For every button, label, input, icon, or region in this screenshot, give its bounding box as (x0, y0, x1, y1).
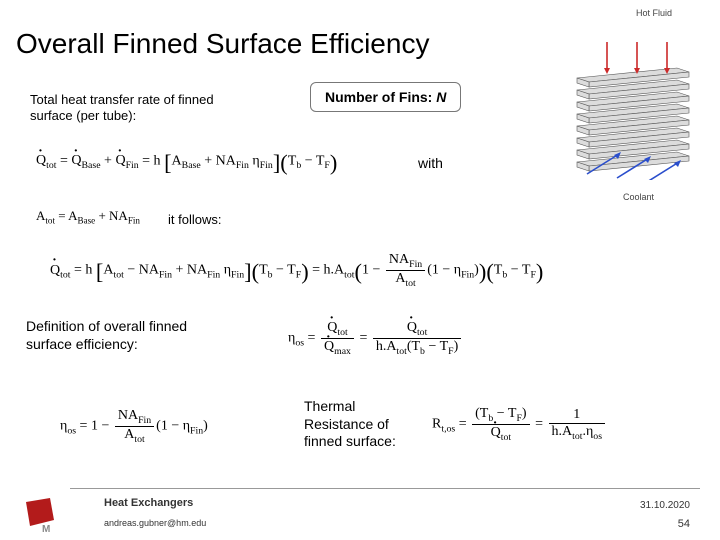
equation-qtot-expanded: Qtot = h [Atot − NAFin + NAFin ηFin](Tb … (50, 252, 543, 289)
footer-page: 54 (678, 518, 690, 530)
slide-title: Overall Finned Surface Efficiency (16, 28, 429, 60)
hot-fluid-label: Hot Fluid (636, 8, 672, 18)
equation-eta-os: ηos = 1 − NAFinAtot(1 − ηFin) (60, 408, 208, 445)
footer-rule (70, 488, 700, 489)
thermal-resistance-text: Thermal Resistance of finned surface: (304, 398, 424, 451)
callout-prefix: Number of Fins: (325, 89, 436, 105)
institution-logo-icon: M (22, 498, 62, 534)
total-rate-text: Total heat transfer rate of finned surfa… (30, 92, 230, 125)
slide-footer: M Heat Exchangers andreas.gubner@hm.edu … (0, 488, 720, 540)
footer-title: Heat Exchangers (104, 497, 193, 509)
follows-text: it follows: (168, 212, 221, 227)
with-text: with (418, 155, 443, 171)
finned-tube-diagram (557, 40, 702, 180)
fins-callout: Number of Fins: N (310, 82, 461, 112)
definition-text: Definition of overall finned surface eff… (26, 318, 236, 353)
equation-atot: Atot = ABase + NAFin (36, 208, 140, 226)
svg-text:M: M (42, 524, 50, 534)
footer-date: 31.10.2020 (640, 500, 690, 511)
footer-email: andreas.gubner@hm.edu (104, 518, 206, 528)
callout-var: N (436, 89, 446, 105)
equation-rt-os: Rt,os = (Tb − TF)Qtot = 1h.Atot.ηos (432, 406, 607, 443)
coolant-label: Coolant (623, 192, 654, 202)
equation-qtot: Qtot = QBase + QFin = h [ABase + NAFin η… (36, 150, 337, 176)
equation-eta-os-def: ηos = QtotQmax = Qtoth.Atot(Tb − TF) (288, 320, 463, 357)
